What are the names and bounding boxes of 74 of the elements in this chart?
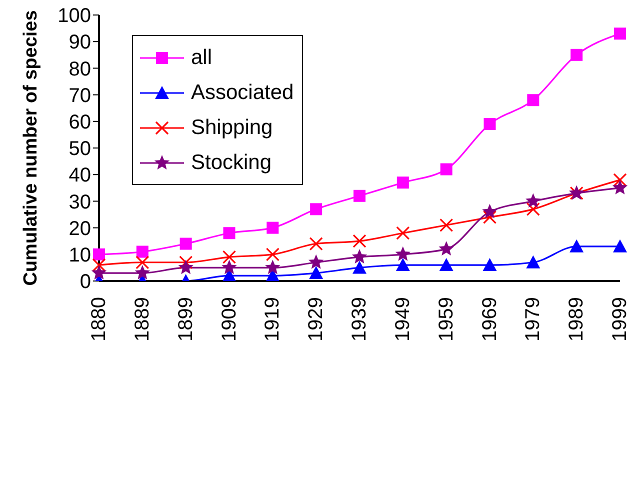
point (136, 256, 150, 270)
point (309, 266, 324, 280)
point (438, 241, 454, 256)
y-axis-title: Cumulative number of species (20, 10, 42, 286)
x-tick-label: 1880 (88, 297, 110, 342)
x-tick-label: 1959 (435, 297, 458, 342)
point (570, 239, 584, 252)
x-tick-label: 1999 (609, 297, 631, 342)
point (396, 176, 409, 189)
point (352, 260, 366, 274)
point (309, 236, 323, 251)
x-tick-label: 1979 (522, 297, 544, 342)
point (612, 180, 628, 194)
point (93, 248, 105, 260)
point (484, 118, 496, 130)
point (308, 254, 324, 269)
y-tick-label: 70 (68, 84, 91, 107)
x-tick-label: 1969 (478, 297, 501, 342)
x-tick-label: 1949 (392, 297, 414, 342)
y-tick-label: 30 (68, 191, 91, 214)
x-tick-label: 1889 (131, 297, 154, 342)
x-tick-label: 1939 (348, 297, 370, 342)
point (222, 260, 237, 274)
point (526, 193, 541, 208)
point (222, 250, 236, 264)
point (570, 48, 583, 61)
y-tick-label: 40 (68, 164, 91, 187)
y-tick-label: 90 (68, 32, 91, 54)
point (482, 204, 498, 218)
point (179, 256, 193, 270)
point (266, 248, 280, 262)
point (613, 173, 627, 187)
y-tick-label: 60 (68, 112, 91, 134)
point (352, 234, 366, 248)
y-tick-label: 100 (58, 5, 91, 28)
point (91, 265, 107, 280)
point (396, 258, 410, 272)
point (440, 163, 452, 176)
x-tick-label: 1899 (174, 297, 197, 342)
point (92, 258, 106, 272)
legend-label: Shipping (191, 116, 273, 140)
point (526, 255, 540, 268)
point (395, 246, 411, 261)
legend-label: Stocking (191, 150, 272, 174)
point (178, 260, 194, 274)
x-tick-label: 1919 (262, 297, 284, 342)
point (352, 249, 368, 264)
y-tick-label: 20 (68, 218, 91, 240)
point (613, 239, 627, 252)
y-tick-label: 10 (68, 244, 91, 266)
legend-label: Associated (191, 80, 294, 104)
point (526, 202, 540, 216)
x-tick-label: 1989 (566, 297, 588, 342)
point (440, 218, 454, 232)
point (180, 238, 192, 250)
point (482, 258, 497, 272)
legend-label: all (191, 46, 212, 70)
point (265, 260, 280, 274)
point (482, 210, 497, 224)
y-tick-label: 0 (80, 271, 91, 294)
point (266, 222, 279, 234)
point (396, 226, 410, 240)
point (223, 227, 236, 240)
y-tick-label: 80 (68, 58, 91, 80)
point (354, 190, 366, 202)
y-tick-label: 50 (68, 138, 91, 160)
x-tick-label: 1929 (305, 297, 328, 342)
x-tick-label: 1909 (218, 297, 240, 342)
point (134, 265, 150, 280)
point (614, 28, 626, 40)
point (136, 246, 148, 258)
point (527, 94, 540, 106)
point (310, 203, 322, 216)
point (439, 258, 454, 272)
